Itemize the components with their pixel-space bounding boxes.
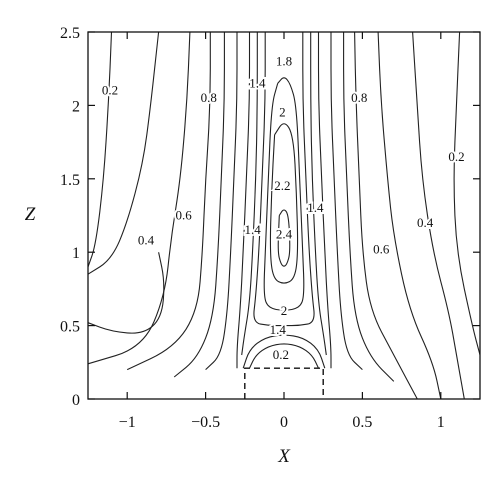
contour-line-1.4: [317, 32, 332, 369]
contour-line-1: [173, 32, 225, 378]
contour-line-0.4: [412, 31, 465, 400]
contour-line-0.6: [377, 31, 442, 400]
contour-line-0.6: [87, 31, 191, 365]
contour-labels: 1.8 1.4 0.2 0.8 2 0.8 0.2 2.2 1.4 0.6 1.4 2.4 0.4 0.4…: [100, 51, 467, 364]
obstacle-outline: [244, 367, 324, 399]
contour-line-1.2: [205, 32, 238, 371]
contour-label: 1.4: [270, 322, 287, 337]
contour-label: 0.4: [138, 232, 155, 247]
x-tick-label: 0: [280, 414, 288, 431]
contour-line-0.2: [249, 343, 319, 369]
contour-line-1.2: [330, 32, 363, 371]
contour-label: 0.2: [273, 347, 289, 362]
contour-label: 0.2: [102, 83, 118, 98]
contour-label: 1.4: [245, 222, 262, 237]
y-tick-label: 1: [72, 245, 80, 262]
contour-line-1.4: [236, 32, 251, 369]
contour-label: 1.8: [276, 53, 292, 68]
contour-label: 0.6: [373, 241, 390, 256]
contour-line-2.2: [269, 123, 299, 284]
x-tick-label: 0.5: [352, 414, 372, 431]
x-tick-label: −0.5: [191, 414, 220, 431]
x-tick-label: 1: [437, 414, 445, 431]
contour-label: 0.8: [351, 90, 367, 105]
contour-line-0.8: [354, 31, 418, 400]
contour-line-2: [263, 77, 305, 311]
x-axis-title: X: [277, 446, 291, 467]
contour-label: 0.8: [201, 90, 217, 105]
contour-lines: [87, 31, 481, 400]
axis-ticks: −1 −0.5 0 0.5 1 0 0.5 1 1.5 2 2.5: [60, 25, 480, 431]
contour-line-0.2: [453, 31, 481, 356]
contour-line-1.6: [241, 32, 258, 356]
contour-label: 0.4: [417, 215, 434, 230]
obstacle-edge: [244, 367, 324, 399]
contour-line-1.8: [253, 31, 315, 327]
contour-line-0.6: [242, 334, 326, 369]
y-tick-label: 0: [72, 392, 80, 409]
contour-line-1: [343, 31, 395, 382]
y-tick-label: 2: [72, 98, 80, 115]
y-tick-label: 2.5: [60, 25, 80, 42]
contour-line-0.8: [126, 31, 211, 371]
contour-label: 0.2: [448, 149, 464, 164]
contour-label: 1.4: [307, 200, 324, 215]
y-tick-label: 1.5: [60, 172, 80, 189]
contour-label: 2.4: [276, 227, 293, 242]
contour-line-0.2: [87, 31, 113, 268]
x-tick-label: −1: [119, 414, 136, 431]
y-axis-title: Z: [25, 204, 36, 225]
y-tick-label: 0.5: [60, 319, 80, 336]
contour-label: 2.2: [274, 178, 290, 193]
contour-line-0.4: [87, 252, 165, 334]
contour-line-0.4: [87, 31, 160, 275]
contour-label: 1.4: [249, 75, 266, 90]
contour-line-1.6: [310, 32, 327, 356]
contour-label: 2: [279, 105, 286, 120]
contour-label: 0.6: [176, 208, 193, 223]
contour-line-2.4: [277, 209, 291, 267]
contour-label: 2: [281, 303, 288, 318]
